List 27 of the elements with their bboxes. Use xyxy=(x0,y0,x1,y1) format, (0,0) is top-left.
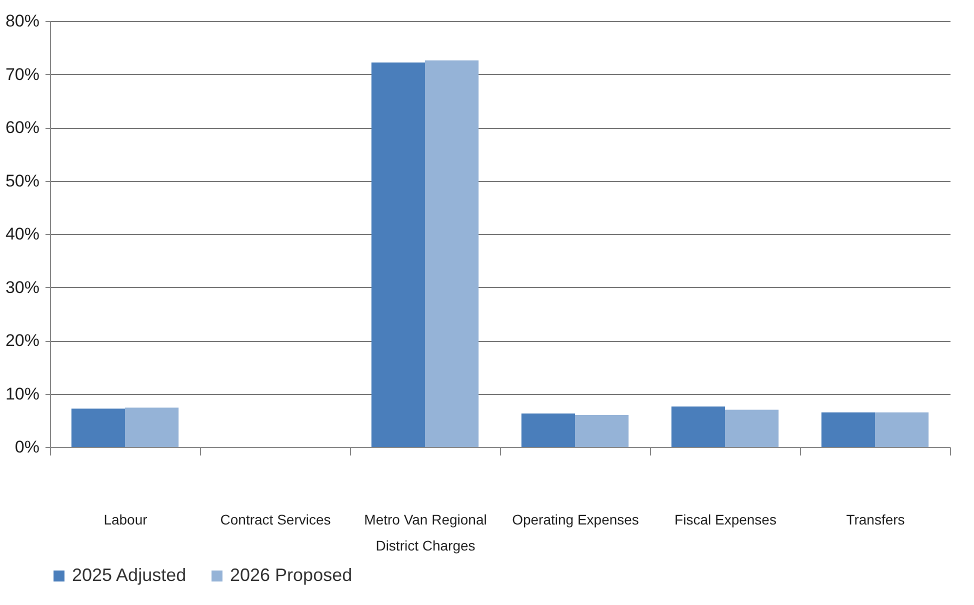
bar xyxy=(725,410,779,447)
x-tick-label: Metro Van Regional District Charges xyxy=(364,512,487,554)
bar xyxy=(821,412,875,447)
bar xyxy=(125,408,179,447)
bar xyxy=(425,60,479,447)
bar xyxy=(71,408,125,447)
x-tick-label: Labour xyxy=(104,512,148,528)
bar xyxy=(671,406,725,447)
y-tick-label: 20% xyxy=(5,331,40,350)
y-tick-label: 60% xyxy=(5,118,40,137)
legend-label: 2026 Proposed xyxy=(230,565,352,585)
y-tick-label: 30% xyxy=(5,278,40,297)
y-tick-label: 10% xyxy=(5,384,40,404)
legend-label: 2025 Adjusted xyxy=(72,565,186,585)
y-tick-label: 70% xyxy=(5,64,40,84)
bar xyxy=(875,412,929,447)
x-tick-label: Fiscal Expenses xyxy=(674,512,776,528)
bar xyxy=(575,415,629,447)
x-tick-label: Contract Services xyxy=(220,512,331,528)
y-tick-label: 0% xyxy=(14,438,40,456)
x-tick-label: Transfers xyxy=(846,512,905,528)
bar xyxy=(521,413,575,447)
y-tick-label: 50% xyxy=(5,171,40,190)
y-tick-label: 80% xyxy=(5,12,40,30)
y-tick-label: 40% xyxy=(5,224,40,244)
x-tick-label: Operating Expenses xyxy=(512,512,639,528)
bar xyxy=(371,62,425,447)
